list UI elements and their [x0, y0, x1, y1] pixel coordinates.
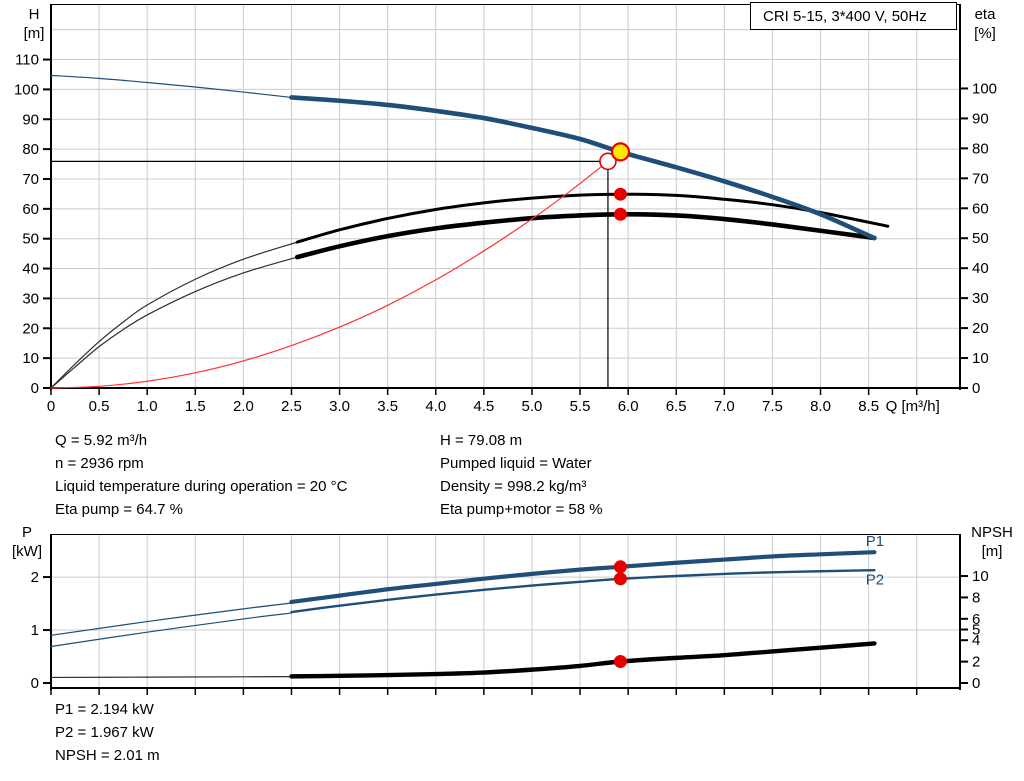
x-tick-label: 3.5 [377, 398, 398, 415]
right-tick-label: 8 [972, 589, 980, 606]
duty-info-right: H = 79.08 m Pumped liquid = Water Densit… [440, 429, 603, 521]
x-tick-label: 1.5 [185, 398, 206, 415]
right-tick-label: 5 [972, 622, 980, 639]
left-tick-label: 30 [22, 290, 39, 307]
eta-pump-point [613, 187, 627, 201]
p2-curve [290, 568, 876, 614]
left-tick-label: 20 [22, 320, 39, 337]
info-q: Q = 5.92 m³/h [55, 432, 148, 449]
npsh-axis-label: NPSH [m] [971, 524, 1013, 560]
left-tick-label: 80 [22, 141, 39, 158]
info-npsh: NPSH = 2.01 m [55, 747, 160, 764]
left-tick-label: 100 [14, 81, 39, 98]
info-pumped-liquid: Pumped liquid = Water [440, 455, 592, 472]
eta-pump-motor-lead-curve [50, 256, 298, 389]
left-tick-label: 60 [22, 201, 39, 218]
left-tick-label: 0 [31, 380, 39, 397]
hq-eta-chart: 0 10 20 30 40 50 60 70 80 90 100 110 0 10 20 30 40 50 60 70… [14, 4, 997, 415]
eta-pump-motor-point [613, 207, 627, 221]
x-tick-label: 4.0 [425, 398, 446, 415]
p1-curve [289, 550, 877, 605]
eta-pump-curve [295, 192, 890, 244]
x-tick-label: 6.5 [666, 398, 687, 415]
right-tick-label: 6 [972, 611, 980, 628]
right-tick-label: 20 [972, 320, 989, 337]
x-tick-label: 7.5 [762, 398, 783, 415]
x-tick-label: 7.0 [714, 398, 735, 415]
info-p2: P2 = 1.967 kW [55, 724, 154, 741]
left-tick-label: 70 [22, 171, 39, 188]
x-tick-label: 5.0 [522, 398, 543, 415]
right-tick-label: 50 [972, 230, 989, 247]
right-tick-label: 90 [972, 110, 989, 127]
x-tick-label: 0 [47, 398, 55, 415]
x-tick-label: 5.5 [570, 398, 591, 415]
left-tick-label: 110 [15, 52, 39, 69]
p2-point [613, 572, 627, 586]
x-tick-label: 2.5 [281, 398, 302, 415]
right-tick-label: 100 [972, 80, 997, 97]
right-tick-label: 0 [972, 380, 980, 397]
info-eta-pump-motor: Eta pump+motor = 58 % [440, 501, 603, 518]
left-tick-label: 1 [31, 622, 39, 639]
x-tick-label: 4.5 [473, 398, 494, 415]
power-info: P1 = 2.194 kW P2 = 1.967 kW NPSH = 2.01 … [55, 698, 160, 767]
info-density: Density = 998.2 kg/m³ [440, 478, 587, 495]
info-p1: P1 = 2.194 kW [55, 701, 154, 718]
right-tick-label: 70 [972, 170, 989, 187]
x-tick-label: 1.0 [137, 398, 158, 415]
left-tick-label: 2 [31, 569, 39, 586]
p1-lead-curve [50, 602, 293, 636]
duty-info-left: Q = 5.92 m³/h n = 2936 rpm Liquid temper… [55, 429, 347, 521]
x-tick-label: 8.0 [810, 398, 831, 415]
eta-axis-label: eta [%] [974, 6, 996, 42]
info-h: H = 79.08 m [440, 432, 523, 449]
left-tick-label: 10 [22, 350, 39, 367]
x-tick-label: 2.0 [233, 398, 254, 415]
x-tick-label: 0.5 [89, 398, 110, 415]
right-tick-label: 30 [972, 290, 989, 307]
p1-point [613, 560, 627, 574]
power-npsh-chart: 0 1 2 0 2 456 8 10 P1 P2 [31, 533, 989, 695]
left-tick-label: 90 [22, 111, 39, 128]
npsh-curve [289, 641, 877, 679]
info-liquid-temp: Liquid temperature during operation = 20… [55, 478, 348, 495]
info-eta-pump: Eta pump = 64.7 % [55, 501, 183, 518]
p2-lead-curve [50, 612, 293, 648]
duty-point-actual [610, 142, 631, 162]
right-tick-label: 4 [972, 632, 980, 649]
series-label-p1: P1 [866, 533, 884, 550]
x-tick-label: 8.5 [858, 398, 879, 415]
right-tick-label: 40 [972, 260, 989, 277]
head-curve [289, 95, 877, 241]
x-tick-label: 6.0 [618, 398, 639, 415]
head-axis-label: H [m] [23, 6, 45, 42]
x-tick-label: 3.0 [329, 398, 350, 415]
info-speed: n = 2936 rpm [55, 455, 144, 472]
power-axis-label: P [kW] [12, 524, 42, 560]
right-tick-label: 2 [972, 654, 980, 671]
left-tick-label: 50 [22, 231, 39, 248]
left-tick-label: 40 [22, 261, 39, 278]
pump-model-label: CRI 5-15, 3*400 V, 50Hz [763, 8, 927, 25]
left-tick-label: 0 [31, 675, 39, 692]
npsh-lead-curve [50, 675, 293, 679]
right-tick-label: 80 [972, 140, 989, 157]
series-label-p2: P2 [866, 572, 884, 589]
npsh-point [613, 655, 627, 669]
right-tick-label: 10 [972, 350, 989, 367]
right-tick-label: 60 [972, 200, 989, 217]
pump-model-box: CRI 5-15, 3*400 V, 50Hz [750, 2, 957, 30]
right-tick-label: 0 [972, 675, 980, 692]
duty-point-requested [599, 152, 617, 171]
x-axis-unit-label: Q [m³/h] [886, 398, 940, 415]
eta-pump-motor-curve [294, 211, 877, 260]
head-lead-curve [50, 74, 293, 99]
system-curve [50, 160, 609, 389]
eta-pump-lead-curve [50, 241, 298, 389]
right-tick-label: 10 [972, 568, 989, 585]
